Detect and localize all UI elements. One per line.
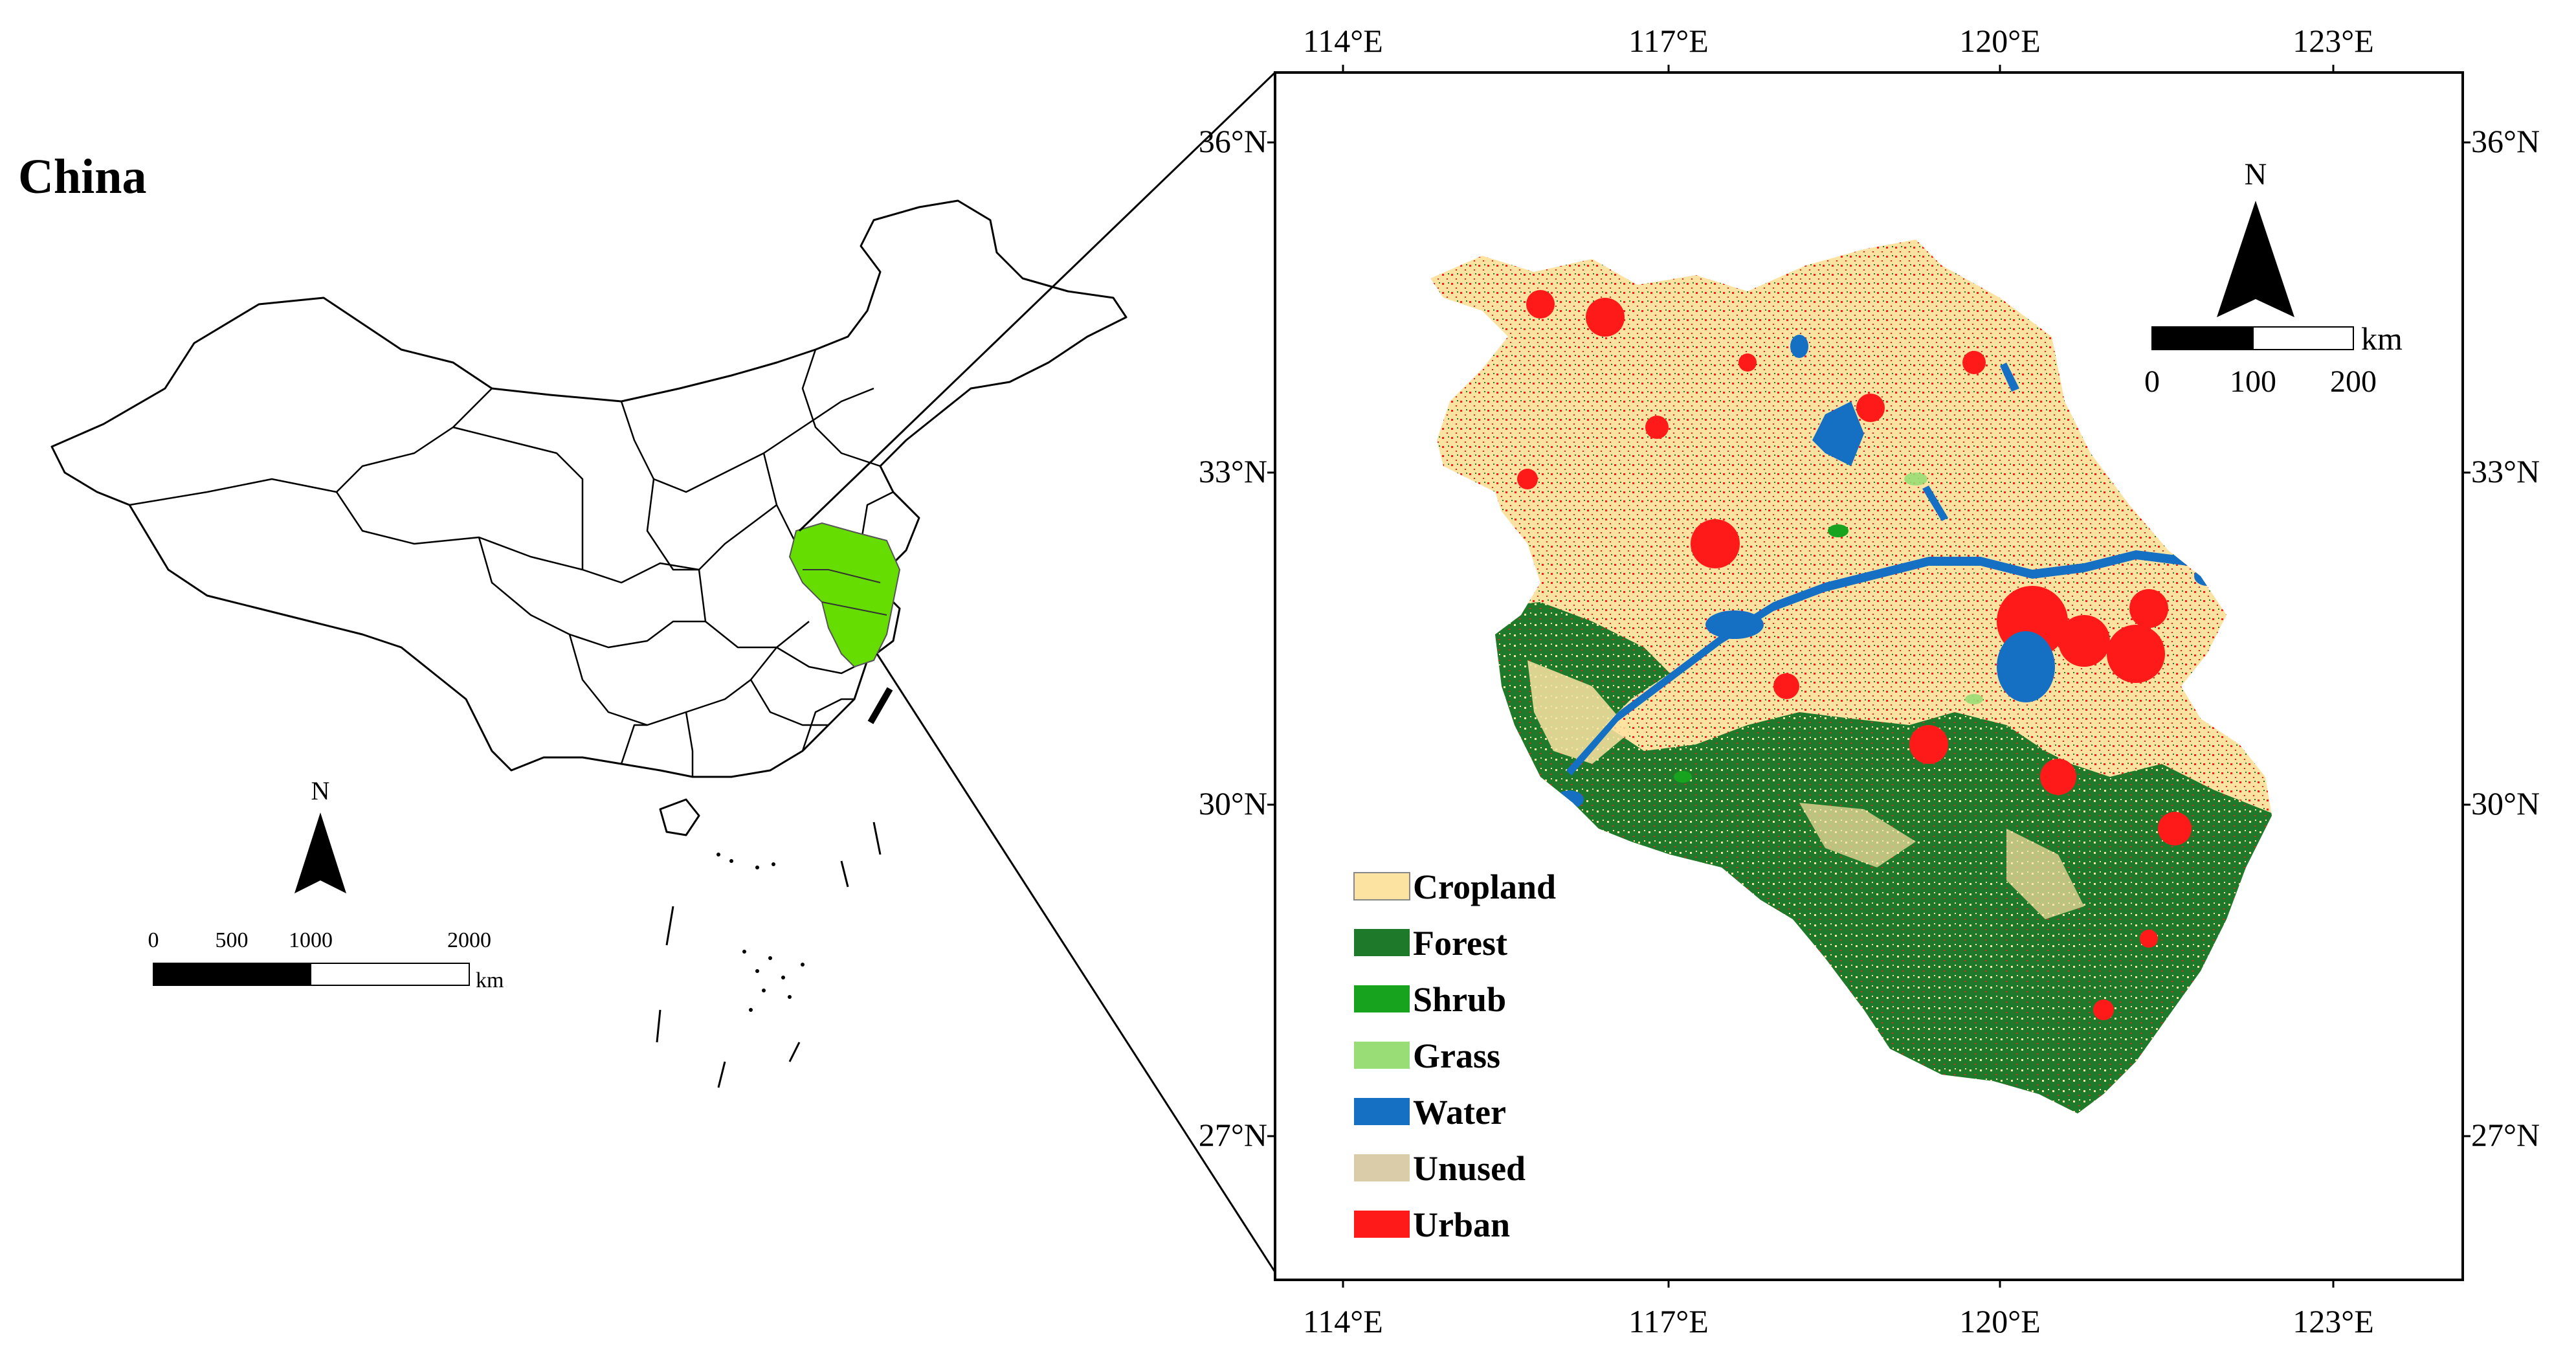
legend-label-cropland: Cropland <box>1413 867 1556 906</box>
svg-text:27°N: 27°N <box>2471 1117 2540 1153</box>
detail-scale-tick-0: 0 <box>2144 364 2160 399</box>
lake-taihu <box>1997 631 2055 702</box>
legend-label-water: Water <box>1413 1093 1506 1132</box>
legend-swatch-forest <box>1354 929 1410 956</box>
north-arrow-icon <box>2217 201 2256 317</box>
svg-text:123°E: 123°E <box>2293 23 2374 59</box>
lake-hongze <box>1812 401 1864 466</box>
overview-scale-unit: km <box>476 968 504 992</box>
overview-title: China <box>18 150 147 204</box>
legend-swatch-water <box>1354 1098 1410 1125</box>
svg-text:120°E: 120°E <box>1959 23 2041 59</box>
detail-scale-tick-200: 200 <box>2330 364 2377 399</box>
grass-patches <box>1904 473 1983 704</box>
detail-scale-bar: km 0 100 200 <box>2144 320 2403 399</box>
svg-text:36°N: 36°N <box>1199 123 1267 159</box>
overview-scale-tick-500: 500 <box>216 928 249 952</box>
longitude-labels-top: 114°E 117°E 120°E 123°E <box>1303 23 2374 59</box>
svg-text:114°E: 114°E <box>1303 23 1383 59</box>
latitude-labels-right: 36°N 33°N 30°N 27°N <box>2471 123 2540 1153</box>
legend-label-urban: Urban <box>1413 1205 1510 1244</box>
overview-scale-tick-0: 0 <box>148 928 159 952</box>
overview-north-label: N <box>311 776 330 805</box>
highlighted-region <box>788 522 901 668</box>
detail-scale-tick-100: 100 <box>2230 364 2276 399</box>
legend-item-shrub: Shrub <box>1354 980 1506 1019</box>
detail-north-label: N <box>2245 157 2267 192</box>
svg-text:33°N: 33°N <box>1199 453 1267 489</box>
detail-north-arrow: N <box>2217 157 2294 317</box>
svg-text:117°E: 117°E <box>1628 23 1709 59</box>
legend-swatch-unused <box>1354 1154 1410 1181</box>
svg-text:117°E: 117°E <box>1628 1303 1709 1339</box>
legend-label-forest: Forest <box>1413 924 1507 963</box>
svg-text:114°E: 114°E <box>1303 1303 1383 1339</box>
legend-swatch-grass <box>1354 1042 1410 1069</box>
legend-item-water: Water <box>1354 1093 1506 1132</box>
lat-ticks <box>1267 141 2471 1137</box>
svg-text:30°N: 30°N <box>2471 785 2540 822</box>
legend-label-grass: Grass <box>1413 1036 1500 1075</box>
legend-item-urban: Urban <box>1354 1205 1510 1244</box>
legend-swatch-urban <box>1354 1211 1410 1238</box>
overview-scale-tick-2000: 2000 <box>447 928 491 952</box>
longitude-labels-bottom: 114°E 117°E 120°E 123°E <box>1303 1303 2374 1339</box>
legend-item-grass: Grass <box>1354 1036 1500 1075</box>
detail-scale-unit: km <box>2361 320 2403 357</box>
overview-north-arrow: N <box>294 776 346 893</box>
lon-ticks <box>1342 65 2335 1288</box>
offshore-islands <box>656 687 893 1088</box>
legend-swatch-cropland <box>1353 872 1410 900</box>
legend-item-unused: Unused <box>1354 1149 1526 1188</box>
legend-label-shrub: Shrub <box>1413 980 1506 1019</box>
legend: Cropland Forest Shrub Grass Water Unused… <box>1353 867 1556 1244</box>
svg-text:123°E: 123°E <box>2293 1303 2374 1339</box>
shrub-patches <box>1674 524 1849 783</box>
legend-item-forest: Forest <box>1354 924 1507 963</box>
legend-item-cropland: Cropland <box>1353 867 1556 906</box>
svg-text:27°N: 27°N <box>1199 1117 1267 1153</box>
zoom-connector-lines <box>798 71 1276 1273</box>
china-outline <box>50 199 1127 836</box>
svg-text:33°N: 33°N <box>2471 453 2540 489</box>
legend-label-unused: Unused <box>1413 1149 1526 1188</box>
latitude-labels-left: 36°N 33°N 30°N 27°N <box>1199 123 1267 1153</box>
svg-text:36°N: 36°N <box>2471 123 2540 159</box>
svg-text:30°N: 30°N <box>1199 785 1267 822</box>
legend-swatch-shrub <box>1354 985 1410 1012</box>
north-arrow-icon <box>294 812 320 893</box>
svg-text:120°E: 120°E <box>1959 1303 2041 1339</box>
overview-scale-tick-1000: 1000 <box>289 928 333 952</box>
overview-scale-bar: 0 500 1000 2000 km <box>148 928 504 992</box>
